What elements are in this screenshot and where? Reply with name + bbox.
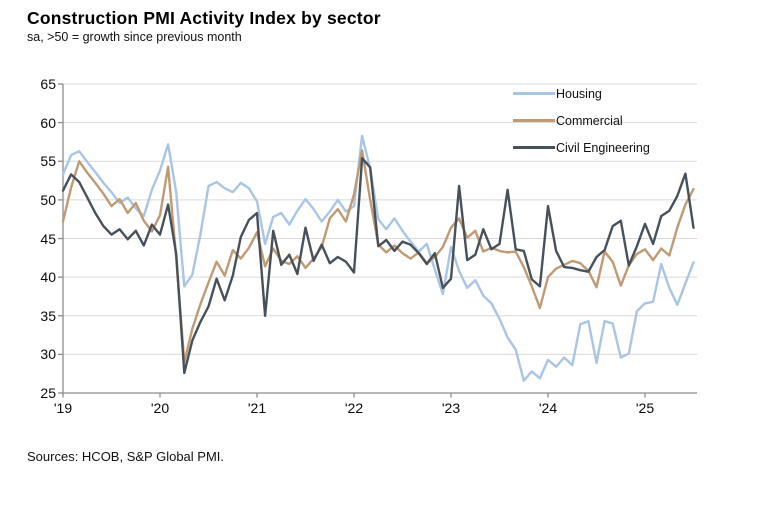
x-axis-label: '22 <box>344 400 364 416</box>
legend-item-housing: Housing <box>513 80 713 107</box>
sources-note: Sources: HCOB, S&P Global PMI. <box>27 449 224 464</box>
housing-series-line <box>61 134 695 382</box>
x-axis-label: '21 <box>247 400 267 416</box>
y-axis-label: 45 <box>40 230 56 247</box>
legend: Housing Commercial Civil Engineering <box>513 80 713 161</box>
legend-item-civil: Civil Engineering <box>513 134 713 161</box>
legend-item-commercial: Commercial <box>513 107 713 134</box>
legend-label-housing: Housing <box>556 86 602 101</box>
legend-label-civil: Civil Engineering <box>556 140 650 155</box>
chart-title: Construction PMI Activity Index by secto… <box>27 8 381 28</box>
chart-subtitle: sa, >50 = growth since previous month <box>27 30 242 44</box>
commercial-line-swatch <box>513 119 555 122</box>
y-axis-label: 65 <box>40 76 56 92</box>
x-axis-label: '20 <box>150 400 170 416</box>
y-axis-label: 55 <box>40 153 56 170</box>
x-axis-label: '19 <box>53 400 73 416</box>
y-axis-label: 35 <box>40 307 56 324</box>
y-axis-label: 40 <box>40 269 56 286</box>
x-axis-label: '25 <box>635 400 655 416</box>
y-axis-label: 50 <box>40 191 56 208</box>
x-axis-label: '24 <box>538 400 558 416</box>
legend-label-commercial: Commercial <box>556 113 623 128</box>
x-axis-label: '23 <box>441 400 461 416</box>
y-axis-label: 60 <box>40 114 56 131</box>
civil-engineering-line-swatch <box>513 146 555 149</box>
housing-line-swatch <box>513 92 555 95</box>
civil-engineering-series-line <box>61 156 695 375</box>
y-axis-label: 25 <box>40 385 56 401</box>
y-axis-label: 30 <box>40 346 56 363</box>
